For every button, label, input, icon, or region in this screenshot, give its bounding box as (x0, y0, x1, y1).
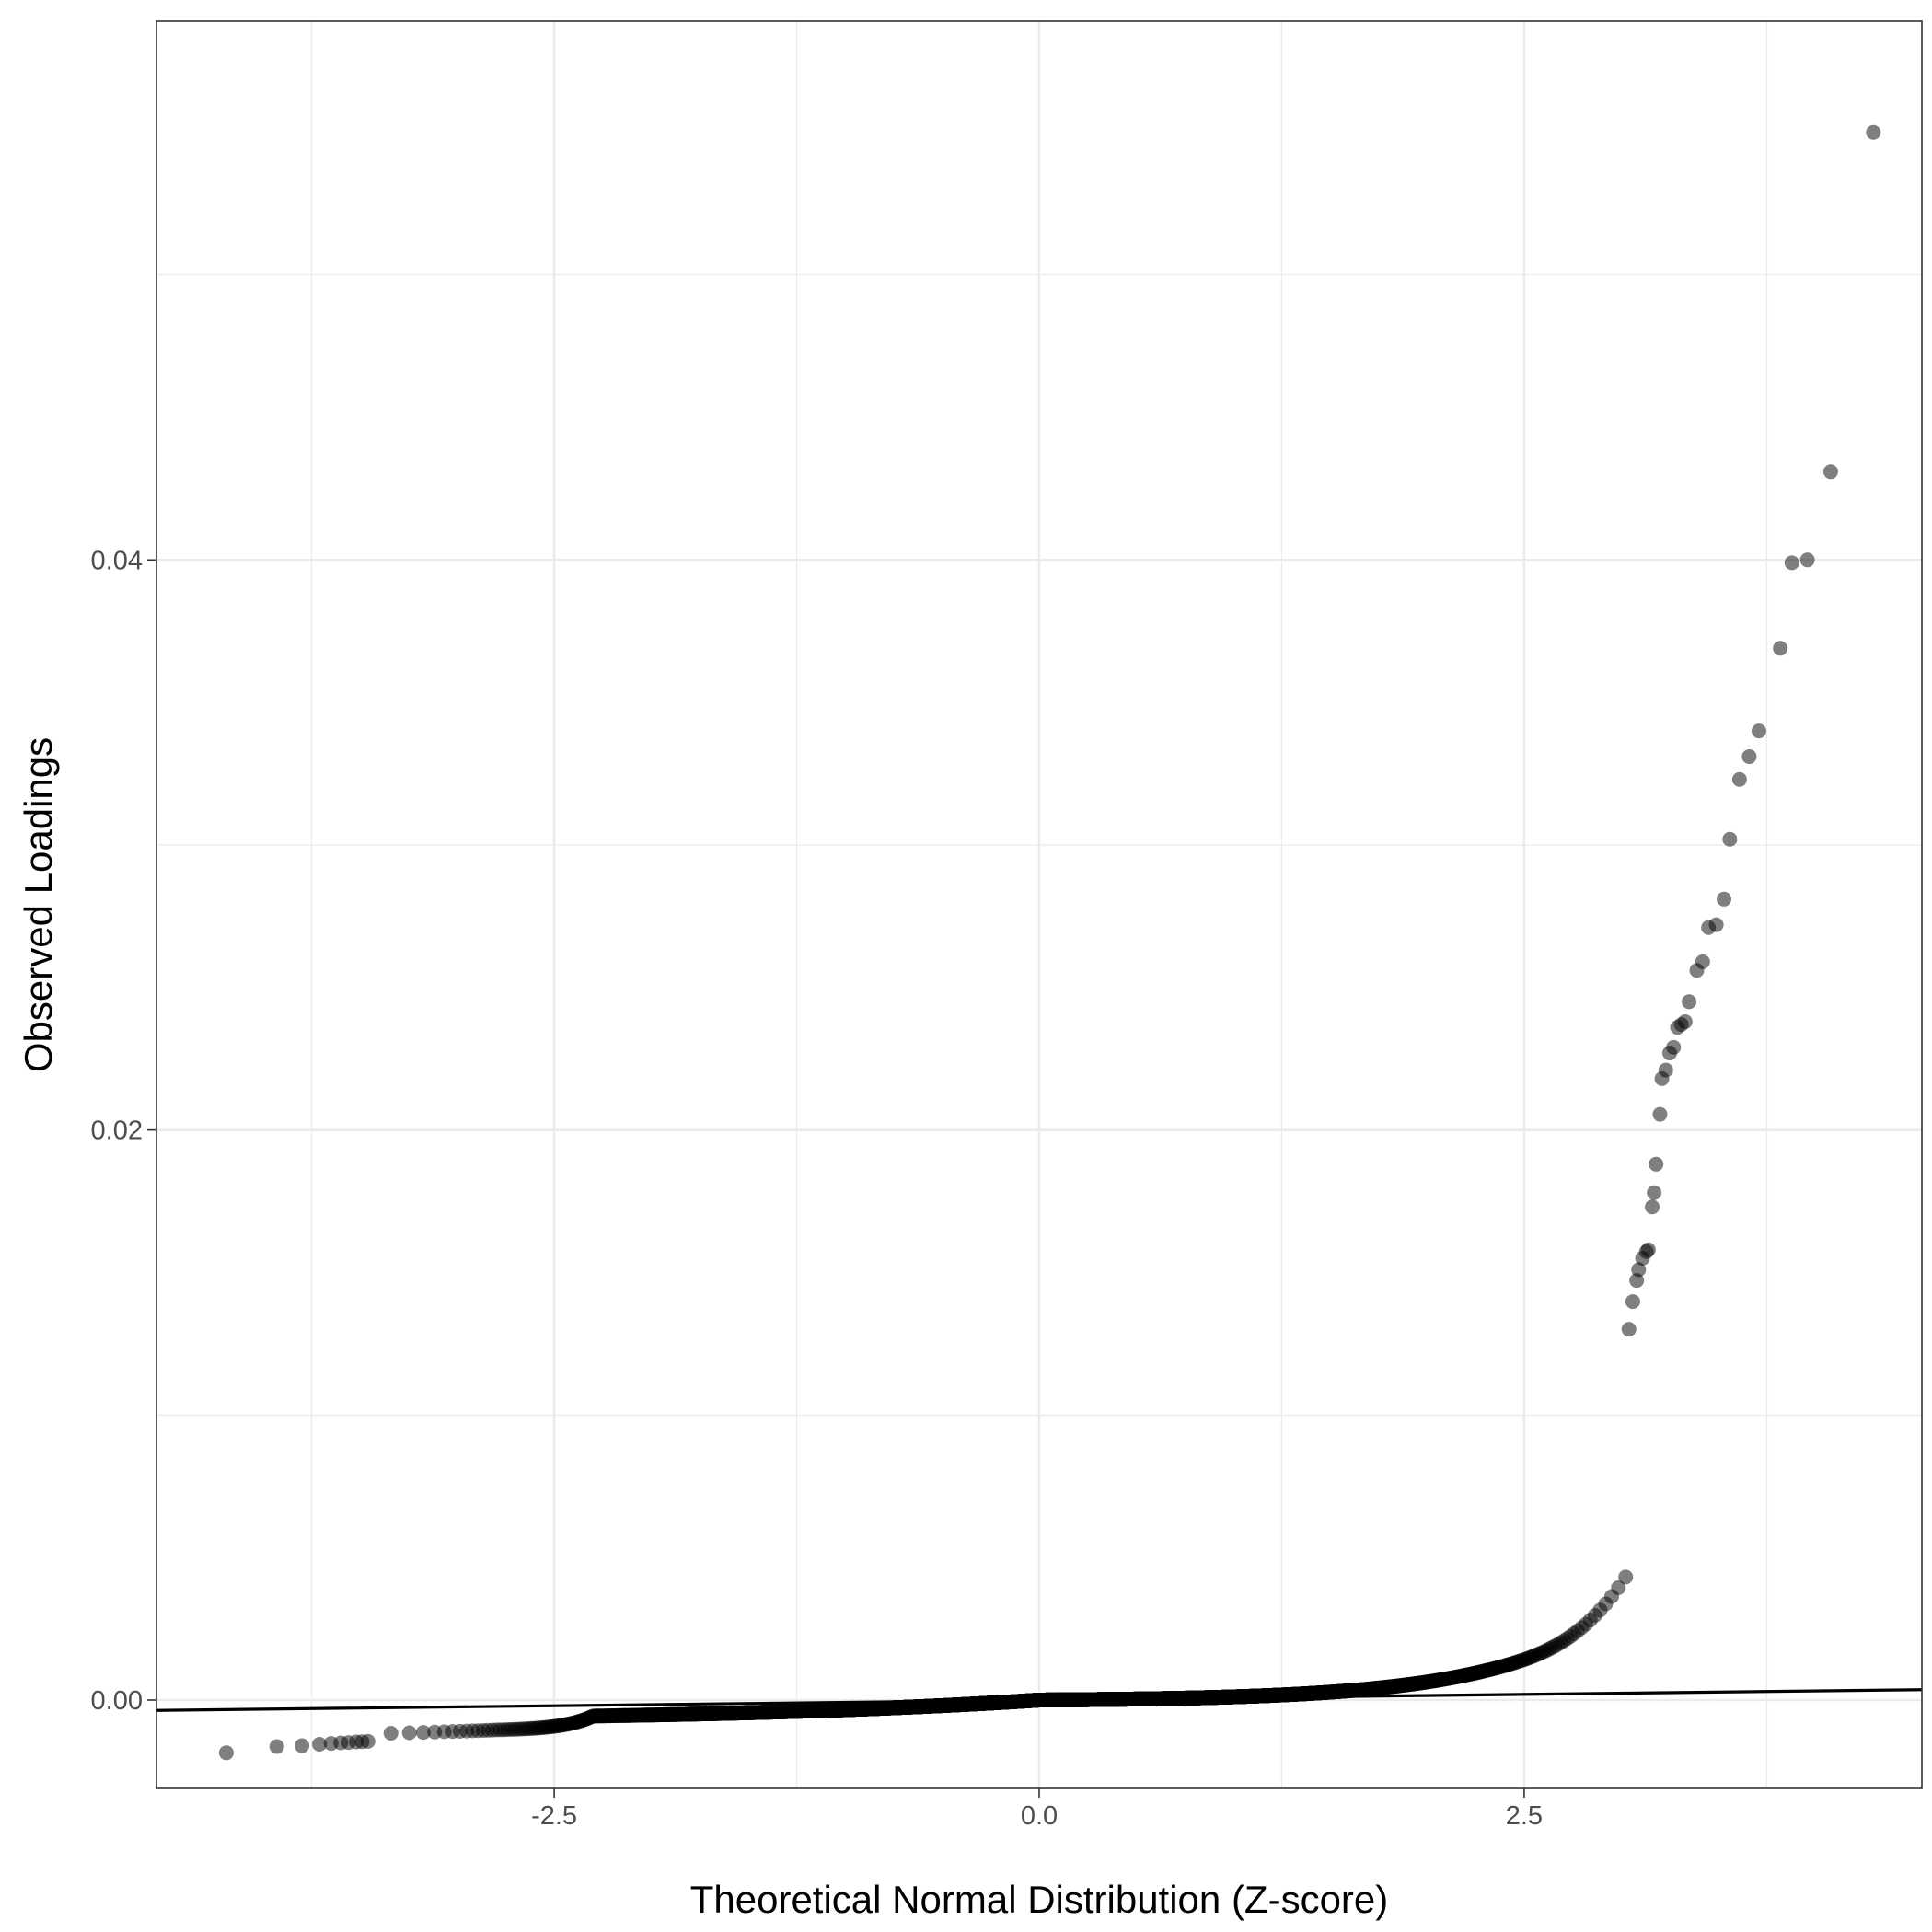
data-point (401, 1725, 417, 1741)
data-point (415, 1725, 431, 1741)
data-point (383, 1726, 399, 1741)
data-points (218, 124, 1881, 1761)
